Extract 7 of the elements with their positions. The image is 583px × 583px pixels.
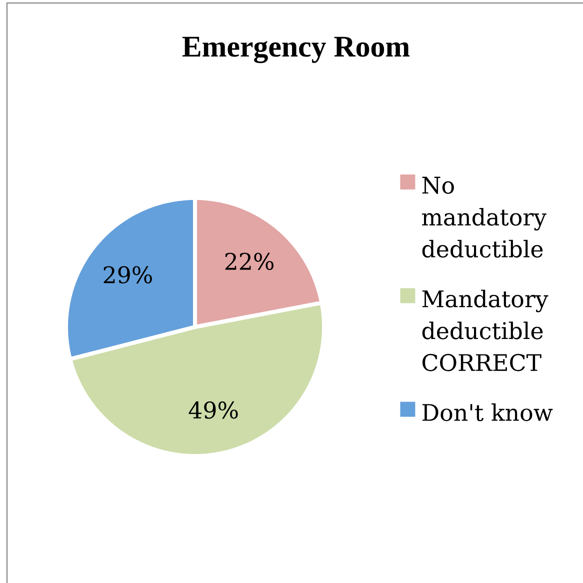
- data-label: 49%: [188, 401, 238, 419]
- data-label: 22%: [225, 252, 274, 270]
- legend-label: Mandatory deductible CORRECT: [422, 290, 548, 372]
- data-label: 29%: [104, 266, 152, 284]
- chart-title: Emergency Room: [182, 36, 410, 64]
- legend-label: Don't know: [422, 403, 553, 422]
- legend-label: No mandatory deductible: [422, 176, 546, 258]
